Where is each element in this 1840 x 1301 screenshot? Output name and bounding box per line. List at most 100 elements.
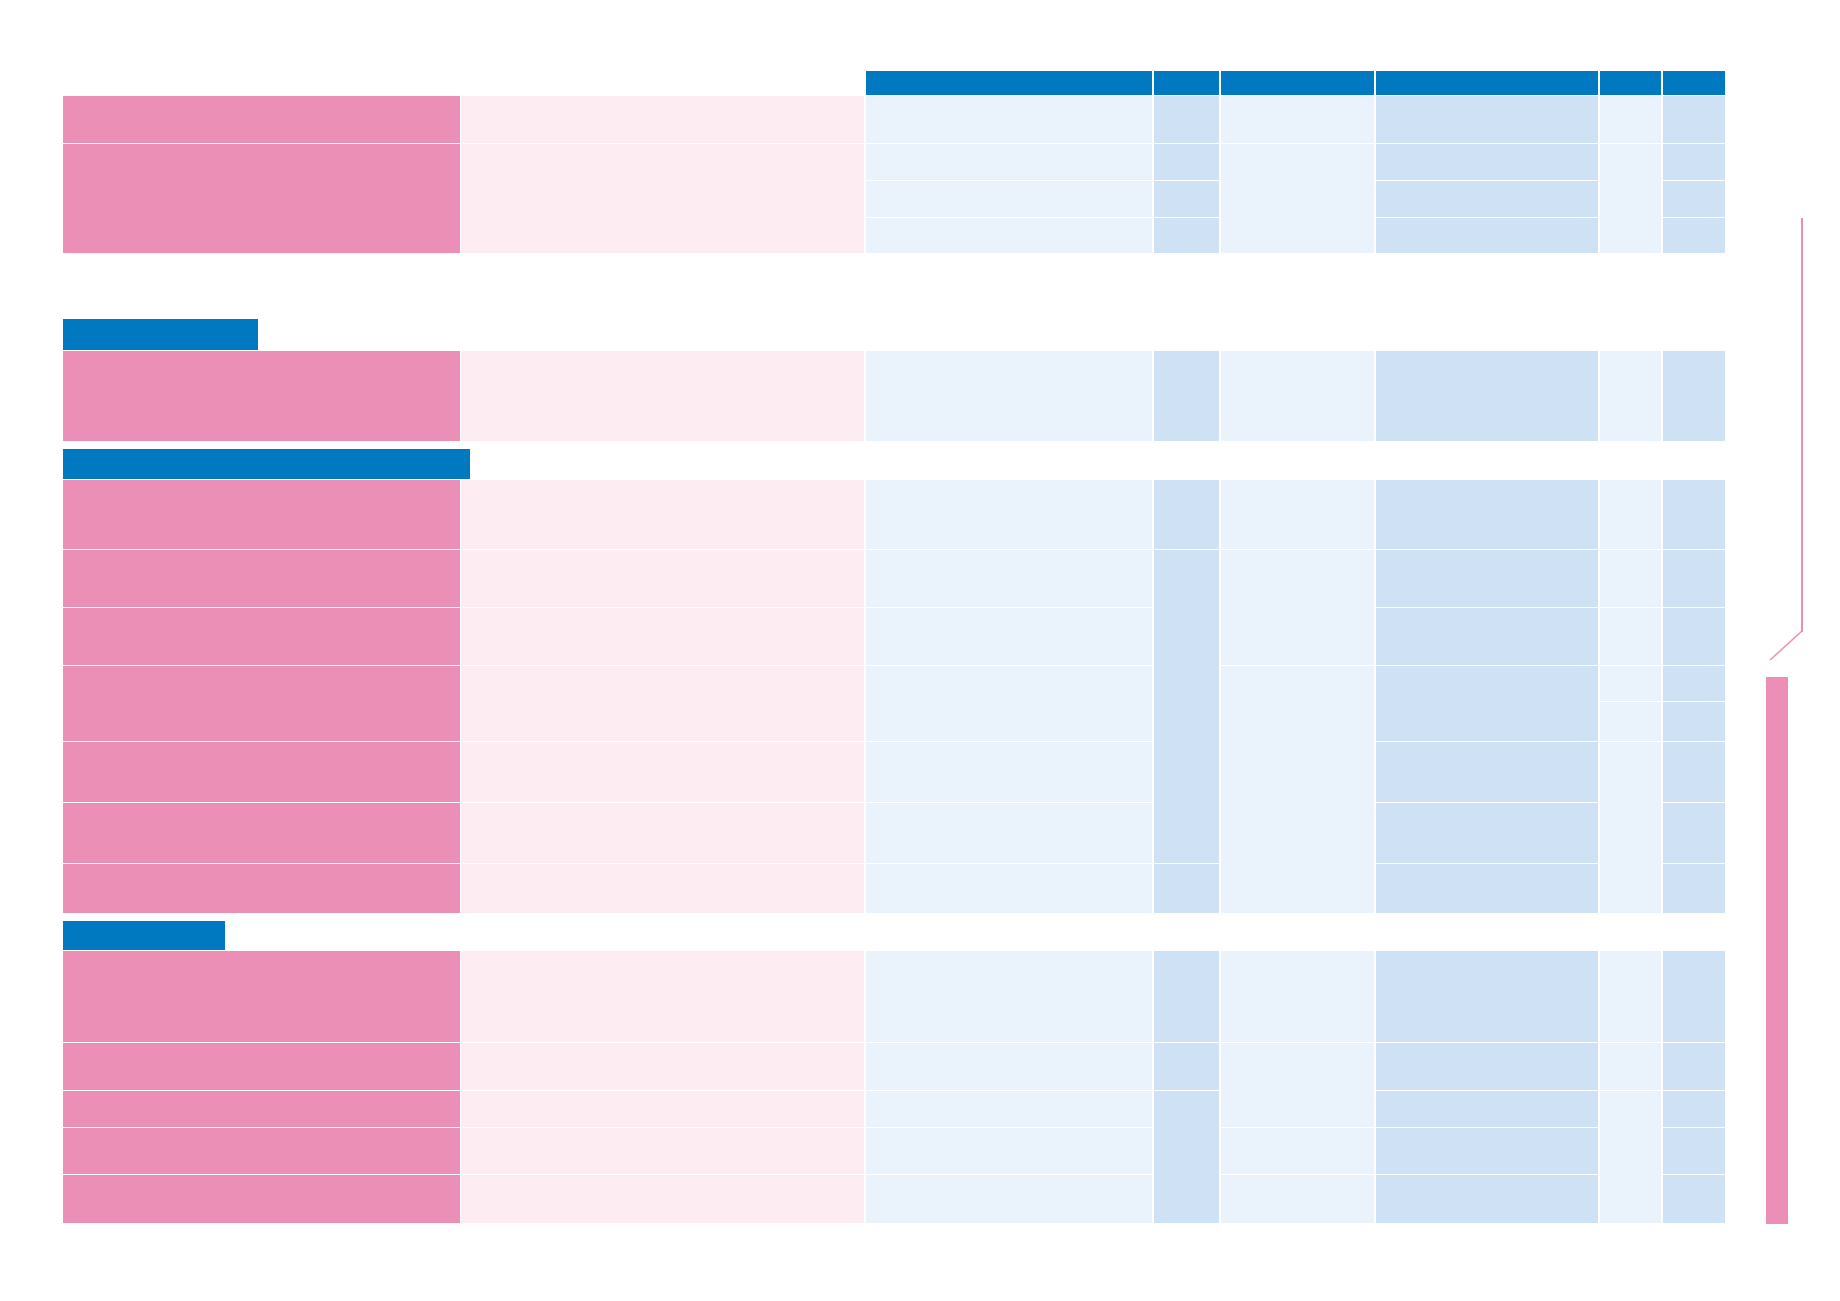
side-marker-line	[1801, 218, 1803, 632]
cell-g3-c3-2	[1221, 550, 1374, 665]
cell-g3-c4-6	[1376, 803, 1598, 863]
row-description-3-7	[461, 864, 864, 913]
cell-g3-c1-1	[866, 480, 1152, 549]
cell-g1-c4-3	[1376, 181, 1598, 217]
row-label-3-1	[63, 480, 460, 549]
cell-g4-c6-4	[1663, 1128, 1725, 1174]
cell-g2-c3-1	[1221, 351, 1374, 441]
row-description-4-1	[461, 951, 864, 1042]
row-description-1-1	[461, 96, 864, 143]
section-header-1	[63, 319, 258, 350]
side-tab	[1766, 677, 1788, 1224]
cell-g3-c4-1	[1376, 480, 1598, 549]
row-label-3-7	[63, 864, 460, 913]
cell-g3-c4-5	[1376, 742, 1598, 802]
cell-g3-c5-3	[1600, 608, 1661, 665]
cell-g1-c1-4	[866, 218, 1152, 253]
row-description-4-3	[461, 1091, 864, 1127]
cell-g1-c1-3	[866, 181, 1152, 217]
cell-g1-c6-4	[1663, 218, 1725, 253]
cell-g1-c4-1	[1376, 96, 1598, 143]
row-label-4-5	[63, 1175, 460, 1223]
row-label-4-1	[63, 951, 460, 1042]
cell-g1-c2-2	[1154, 144, 1219, 180]
row-label-4-3	[63, 1091, 460, 1127]
row-label-1-2	[63, 144, 460, 253]
cell-g3-c2-1	[1154, 480, 1219, 549]
cell-g4-c3-2	[1221, 1043, 1374, 1127]
cell-g3-c1-4	[866, 666, 1152, 741]
cell-g4-c2-1	[1154, 951, 1219, 1042]
cell-g2-c6-1	[1663, 351, 1725, 441]
cell-g4-c4-1	[1376, 951, 1598, 1042]
side-marker-angle	[1769, 630, 1803, 661]
column-header-2	[1154, 71, 1219, 95]
cell-g3-c1-6	[866, 803, 1152, 863]
cell-g4-c1-5	[866, 1175, 1152, 1223]
section-header-2	[63, 449, 470, 479]
cell-g3-c6-4	[1663, 666, 1725, 701]
cell-g3-c5-1	[1600, 480, 1661, 549]
cell-g4-c3-4	[1221, 1175, 1374, 1223]
row-description-3-4	[461, 666, 864, 741]
cell-g3-c6-3	[1663, 608, 1725, 665]
row-label-4-4	[63, 1128, 460, 1174]
cell-g4-c5-3	[1600, 1091, 1661, 1223]
row-label-3-4	[63, 666, 460, 741]
cell-g4-c1-4	[866, 1128, 1152, 1174]
cell-g1-c1-1	[866, 96, 1152, 143]
cell-g3-c1-7	[866, 864, 1152, 913]
column-header-1	[866, 71, 1152, 95]
cell-g3-c4-4	[1376, 666, 1598, 741]
cell-g3-c4-3	[1376, 608, 1598, 665]
cell-g3-c1-2	[866, 550, 1152, 607]
row-description-4-2	[461, 1043, 864, 1090]
cell-g2-c5-1	[1600, 351, 1661, 441]
cell-g4-c4-4	[1376, 1128, 1598, 1174]
cell-g3-c1-3	[866, 608, 1152, 665]
row-description-1-2	[461, 144, 864, 253]
cell-g1-c2-3	[1154, 181, 1219, 217]
row-description-3-3	[461, 608, 864, 665]
cell-g4-c5-2	[1600, 1043, 1661, 1090]
cell-g3-c6-1	[1663, 480, 1725, 549]
cell-g1-c3-1	[1221, 96, 1374, 143]
cell-g3-c5-5	[1600, 702, 1661, 741]
cell-g3-c6-5	[1663, 702, 1725, 741]
column-header-5	[1600, 71, 1661, 95]
cell-g3-c4-7	[1376, 864, 1598, 913]
cell-g1-c6-1	[1663, 96, 1725, 143]
cell-g4-c3-1	[1221, 951, 1374, 1042]
cell-g3-c5-2	[1600, 550, 1661, 607]
cell-g3-c2-2	[1154, 550, 1219, 863]
cell-g3-c2-3	[1154, 864, 1219, 913]
cell-g3-c6-7	[1663, 803, 1725, 863]
column-header-3	[1221, 71, 1374, 95]
row-description-3-6	[461, 803, 864, 863]
row-label-4-2	[63, 1043, 460, 1090]
cell-g3-c6-8	[1663, 864, 1725, 913]
row-label-3-2	[63, 550, 460, 607]
cell-g3-c3-3	[1221, 666, 1374, 913]
cell-g3-c4-2	[1376, 550, 1598, 607]
cell-g4-c6-1	[1663, 951, 1725, 1042]
cell-g2-c2-1	[1154, 351, 1219, 441]
cell-g4-c3-3	[1221, 1128, 1374, 1174]
cell-g4-c6-2	[1663, 1043, 1725, 1090]
cell-g4-c2-2	[1154, 1043, 1219, 1090]
cell-g4-c6-3	[1663, 1091, 1725, 1127]
cell-g4-c4-5	[1376, 1175, 1598, 1223]
row-description-2-1	[461, 351, 864, 441]
cell-g3-c6-2	[1663, 550, 1725, 607]
cell-g4-c5-1	[1600, 951, 1661, 1042]
row-description-3-1	[461, 480, 864, 549]
cell-g1-c6-3	[1663, 181, 1725, 217]
cell-g1-c5-1	[1600, 96, 1661, 143]
row-description-3-5	[461, 742, 864, 802]
column-header-4	[1376, 71, 1598, 95]
row-description-3-2	[461, 550, 864, 607]
cell-g2-c4-1	[1376, 351, 1598, 441]
cell-g2-c1-1	[866, 351, 1152, 441]
cell-g1-c1-2	[866, 144, 1152, 180]
column-header-6	[1663, 71, 1725, 95]
